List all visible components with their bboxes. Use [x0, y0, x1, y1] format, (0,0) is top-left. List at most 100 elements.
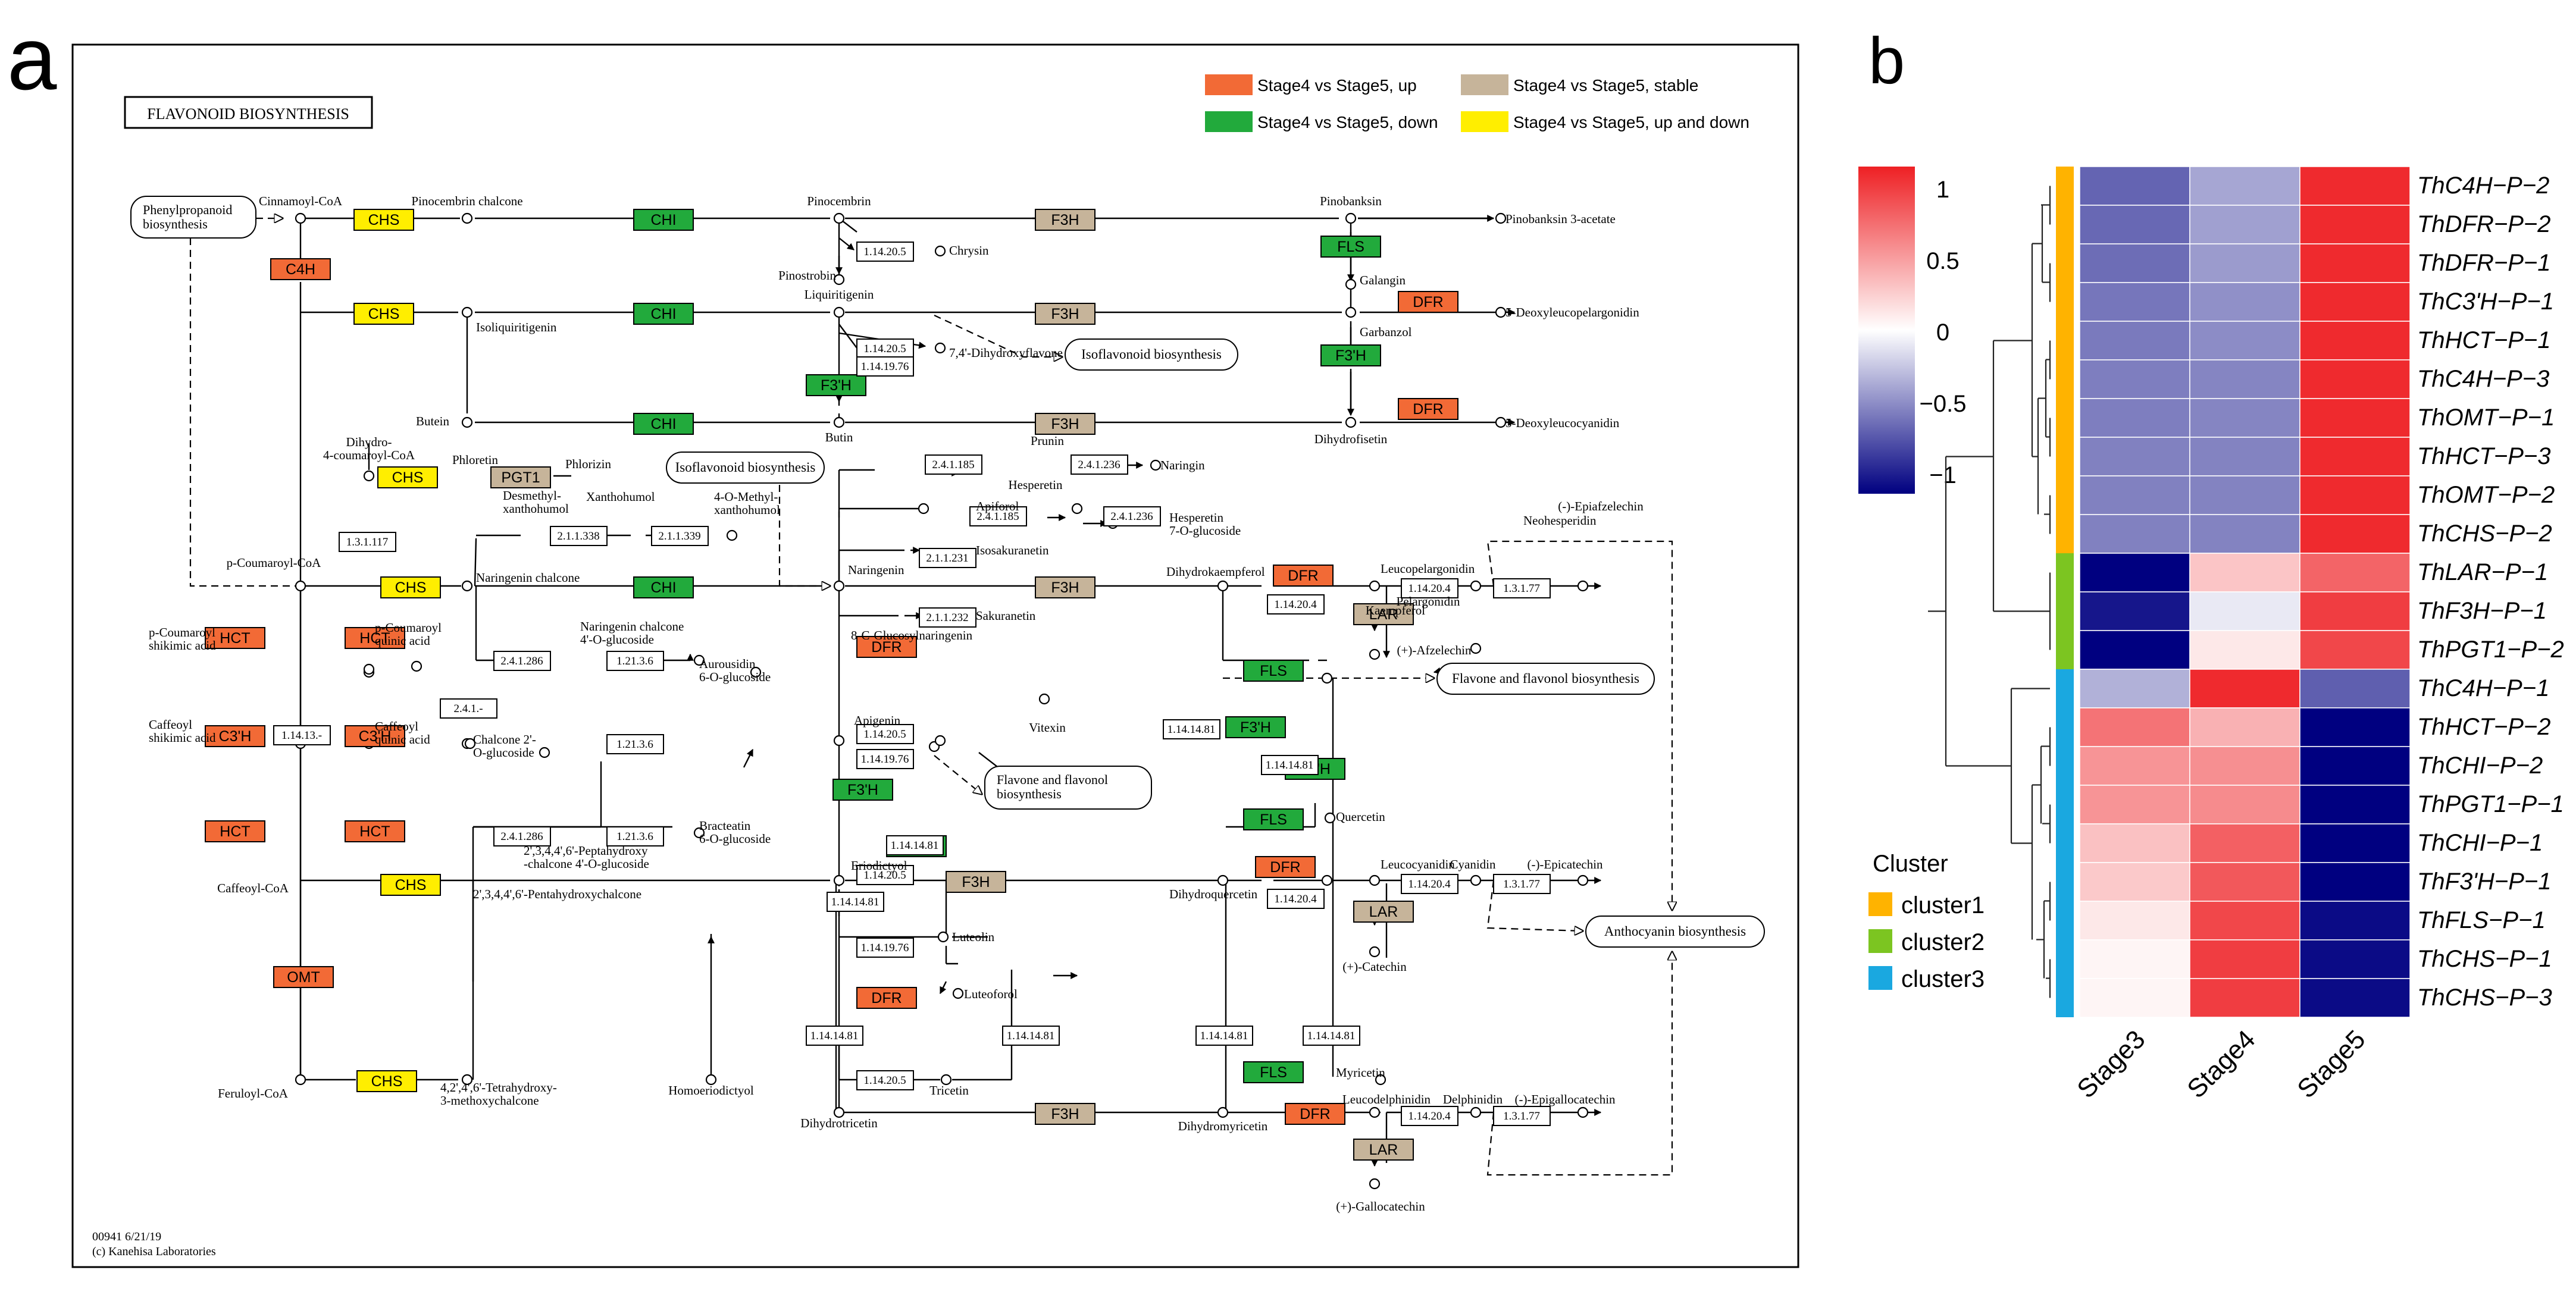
compound-label: Apiforol: [976, 499, 1019, 513]
compound-label: 5-Deoxyleucocyanidin: [1505, 416, 1620, 430]
heatmap-cell: [2189, 243, 2300, 283]
compound-node: [363, 663, 375, 675]
heatmap-cell: [2189, 321, 2300, 360]
enzyme-label: F3'H: [1240, 719, 1271, 736]
enzyme-label: DFR: [1413, 401, 1443, 418]
enzyme-label: CHI: [650, 212, 676, 228]
compound-label: Leucopelargonidin: [1381, 562, 1475, 576]
enzyme-box-chi: [633, 303, 694, 325]
heatmap-cell: [2299, 282, 2411, 322]
compound-label: Hesperetin: [1009, 478, 1063, 492]
ec-number-label: 1.14.14.81: [1200, 1030, 1248, 1042]
ec-number-label: 1.14.14.81: [891, 839, 939, 852]
heatmap-cell: [2189, 282, 2300, 322]
enzyme-label: PGT1: [501, 469, 540, 486]
panel-b-label: b: [1868, 24, 1905, 98]
compound-label: 2',3,4,4',6'-Peptahydroxy -chalcone 4'-O-…: [524, 844, 649, 871]
pathway-map-label: Flavone and flavonol biosynthesis: [997, 772, 1108, 801]
compound-label: Caffeoyl quinic acid: [375, 719, 430, 747]
enzyme-label: CHS: [368, 306, 400, 322]
cluster-strip-cell: [2056, 205, 2074, 244]
heatmap-cell: [2189, 398, 2300, 438]
colorbar-ticks: 1 0.5 0 −0.5 −1: [1920, 177, 1967, 488]
cluster-strip-cell: [2056, 437, 2074, 476]
ec-number-label: 1.14.19.76: [861, 360, 909, 373]
compound-node: [1369, 874, 1381, 886]
compound-label: Pinostrobin: [778, 268, 836, 283]
legend-label: Stage4 vs Stage5, down: [1257, 113, 1438, 131]
heatmap-cell: [2299, 166, 2411, 206]
compound-node: [1345, 278, 1357, 290]
heatmap-cell: [2299, 707, 2411, 747]
compound-label: Hesperetin 7-O-glucoside: [1169, 510, 1241, 538]
compound-node: [1495, 306, 1507, 318]
ec-number-box: [1493, 578, 1551, 598]
compound-label: Isosakuranetin: [976, 543, 1049, 557]
enzyme-label: DFR: [1300, 1106, 1330, 1123]
ec-number-label: 1.14.20.5: [863, 246, 906, 258]
ec-number-label: 2.4.1.236: [1110, 510, 1153, 523]
cluster-strip-cell: [2056, 940, 2074, 979]
kegg-pathway-diagram: a CHS C4H CHI F3H FLS CHS CHI F3H DFR F3'H F3'H CHI…: [7, 8, 1799, 1268]
compound-node: [1470, 642, 1482, 654]
compound-label: 4,2',4',6'-Tetrahydroxy-3-methoxychalcon…: [440, 1080, 557, 1108]
compound-label: Caffeoyl-CoA: [217, 881, 289, 895]
heatmap-cell: [2299, 978, 2411, 1018]
compound-label: 2',3,4,4',6'-Pentahydroxychalcone: [473, 887, 641, 901]
row-label: ThF3H−P−1: [2417, 598, 2547, 624]
heatmap-cell: [2189, 205, 2300, 244]
compound-node: [1369, 580, 1381, 592]
enzyme-box-f3h: [1035, 576, 1095, 598]
reaction-edge: [474, 538, 477, 587]
ec-number-box: [606, 826, 664, 846]
compound-node: [461, 1074, 473, 1086]
heatmap-cell: [2299, 359, 2411, 399]
compound-label: Garbanzol: [1360, 325, 1412, 339]
compound-label: Galangin: [1360, 273, 1406, 287]
ec-number-box: [1103, 506, 1161, 526]
enzyme-box-chi: [633, 413, 694, 435]
heatmap-cell: [2079, 591, 2190, 631]
reaction-arrow: [743, 748, 754, 768]
compound-node: [1369, 1178, 1381, 1190]
enzyme-label: HCT: [220, 630, 250, 647]
enzyme-box-pgt1: [490, 466, 551, 488]
heatmap-cell: [2079, 398, 2190, 438]
enzyme-box-chi: [633, 576, 694, 598]
heatmap-cell: [2079, 475, 2190, 515]
compound-node: [1217, 874, 1229, 886]
heatmap-cell: [2189, 475, 2300, 515]
ec-number-box: [1267, 594, 1325, 614]
row-label: ThCHI−P−1: [2417, 830, 2543, 856]
heatmap-cell: [2299, 553, 2411, 592]
compound-label: 4-O-Methyl-xanthohumol: [714, 490, 780, 517]
heatmap-cell: [2189, 437, 2300, 476]
heatmap-cell: [2189, 746, 2300, 786]
ec-number-box: [339, 532, 396, 552]
heatmap-cell: [2189, 514, 2300, 554]
heatmap-cell: [2299, 939, 2411, 979]
compound-label: Apigenin: [854, 713, 901, 728]
compound-label: (+)-Gallocatechin: [1336, 1199, 1425, 1214]
cluster-strip-cell: [2056, 283, 2074, 321]
ec-number-box: [1303, 1026, 1360, 1046]
compound-labels: Cinnamoyl-CoA Pinocembrin chalcone Pinocem…: [149, 194, 1644, 1214]
legend-label: Stage4 vs Stage5, stable: [1513, 76, 1698, 95]
enzyme-box-dfr: [856, 636, 917, 658]
colorbar-tick: 1: [1936, 177, 1949, 203]
colorbar-tick: 0.5: [1926, 248, 1960, 274]
enzyme-label: C4H: [286, 261, 315, 278]
row-labels: ThC4H−P−2 ThDFR−P−2 ThDFR−P−1 ThC3'H−P−1 ThH…: [2417, 173, 2564, 1011]
compound-node: [1345, 416, 1357, 428]
enzyme-boxes: CHS C4H CHI F3H FLS CHS CHI F3H DFR F3'H F3'H CHI F3…: [205, 209, 1551, 1161]
heatmap-cell: [2189, 630, 2300, 670]
compound-label: Vitexin: [1029, 720, 1066, 735]
compound-label: Dihydrofisetin: [1314, 432, 1388, 446]
cluster-legend-label: cluster1: [1901, 892, 1985, 918]
heatmap-cell: [2079, 901, 2190, 940]
enzyme-box-lar: [1353, 603, 1414, 625]
row-label: ThLAR−P−1: [2417, 559, 2548, 585]
compound-label: (+)-Afzelechin: [1397, 643, 1472, 657]
ec-number-box: [919, 607, 976, 628]
cluster-strip: [2056, 167, 2074, 1017]
